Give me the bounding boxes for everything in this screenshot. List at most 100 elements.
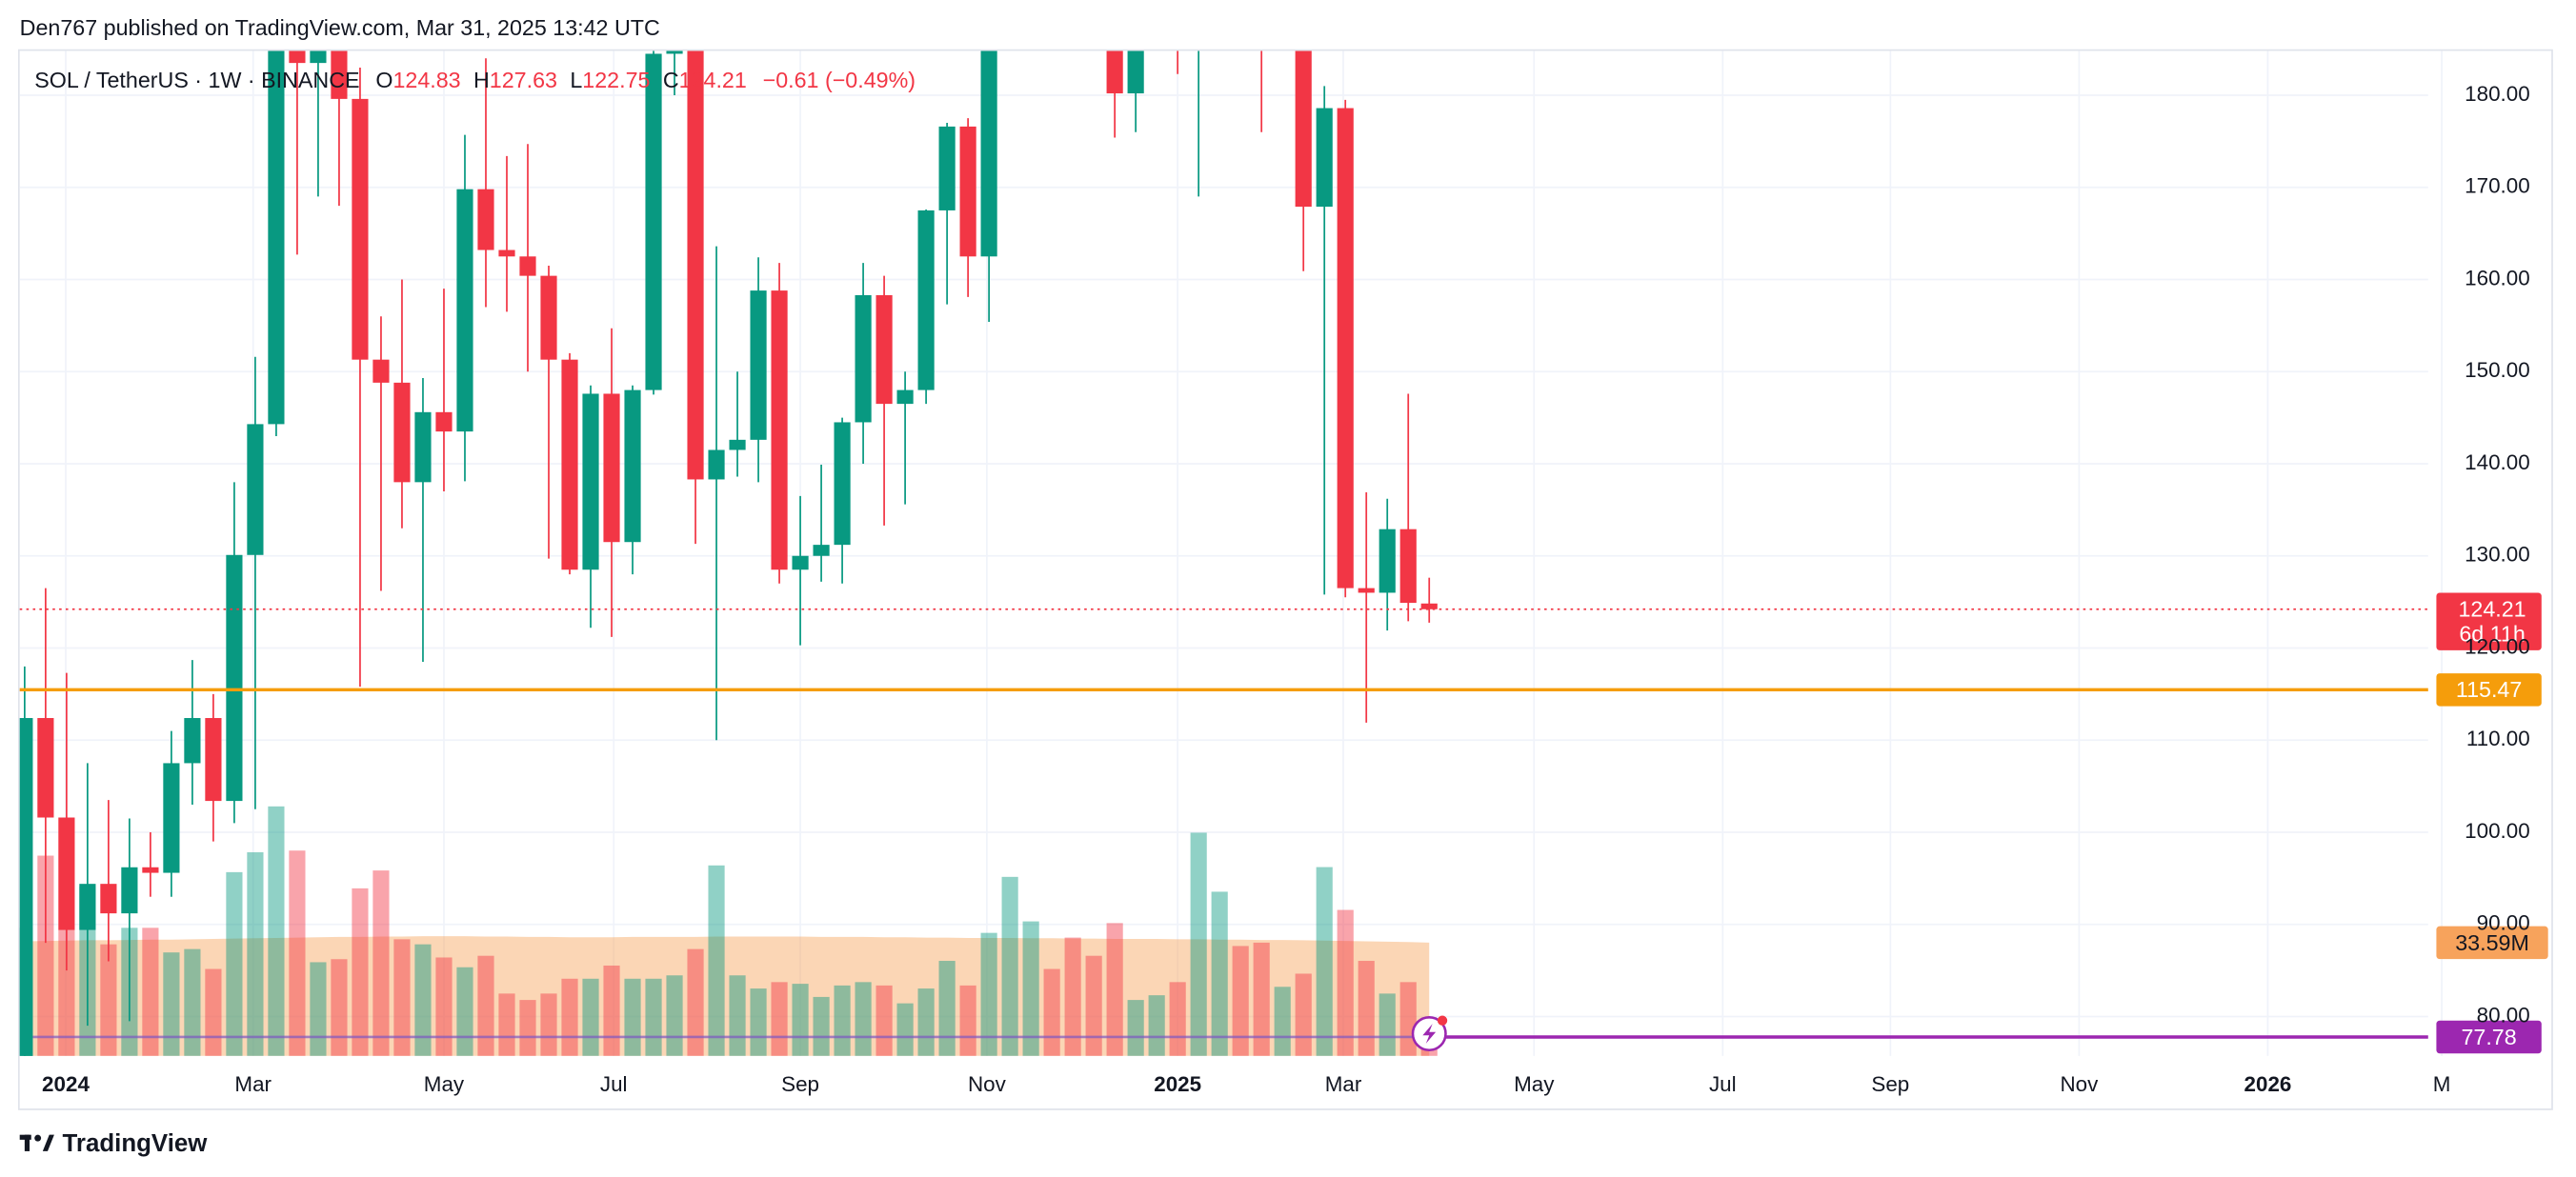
volume-bar <box>268 806 285 1056</box>
candle-body <box>498 249 515 257</box>
volume-bar <box>1232 946 1249 1056</box>
y-tick-label: 80.00 <box>2477 1003 2530 1027</box>
candle-body <box>938 126 956 210</box>
x-tick-label: Mar <box>1325 1072 1362 1096</box>
volume-bar <box>1295 973 1312 1056</box>
axes: 80.00 90.00 100.00 110.00 120.00 130.00 140.00… <box>42 82 2530 1096</box>
candle-body <box>1316 108 1333 208</box>
candle-body <box>1358 588 1375 593</box>
volume-bar <box>1358 961 1375 1056</box>
candle-body <box>352 98 369 360</box>
volume-pane <box>19 806 1438 1056</box>
volume-bar <box>1211 891 1228 1056</box>
volume-bar <box>372 870 390 1056</box>
volume-bar <box>1399 982 1417 1056</box>
publisher-header: Den767 published on TradingView.com, Mar… <box>20 15 660 40</box>
candle-body <box>19 718 33 1056</box>
volume-bar <box>750 988 767 1056</box>
price-label: 124.21 <box>2458 597 2526 622</box>
candle-body <box>980 50 997 257</box>
volume-bar <box>142 928 159 1056</box>
volume-bar <box>813 996 830 1056</box>
volume-bar <box>58 929 75 1056</box>
volume-bar <box>645 978 662 1056</box>
candle-body <box>771 290 788 570</box>
y-tick-label: 180.00 <box>2465 82 2530 106</box>
volume-bar <box>1022 921 1039 1056</box>
y-tick-label: 120.00 <box>2465 634 2530 658</box>
volume-bar <box>582 978 599 1056</box>
symbol-title: SOL / TetherUS · 1W · BINANCE <box>34 68 359 92</box>
candle-body <box>477 189 494 250</box>
volume-bar <box>687 948 704 1056</box>
candle-body <box>855 294 872 423</box>
candle-body <box>289 50 306 64</box>
x-tick-label: May <box>1514 1072 1555 1096</box>
volume-bar <box>980 932 997 1056</box>
legend-value: 122.75 <box>582 68 650 92</box>
countdown-label: 6d 11h <box>2459 622 2525 647</box>
candle-body <box>687 50 704 480</box>
y-tick-label: 100.00 <box>2465 819 2530 843</box>
volume-bar <box>1169 982 1186 1056</box>
legend-key: C <box>663 68 679 92</box>
volume-bar <box>1337 909 1354 1056</box>
candle-body <box>268 50 285 425</box>
volume-bar <box>834 985 851 1056</box>
candle-body <box>435 411 453 432</box>
volume-bar <box>771 982 788 1056</box>
logo-shape <box>24 1134 30 1151</box>
alert-dot <box>1437 1015 1448 1026</box>
volume-bar <box>289 850 306 1056</box>
candle-body <box>372 359 390 383</box>
legend-key: H <box>473 68 490 92</box>
candle-body <box>645 53 662 390</box>
volume-label: 33.59M <box>2455 930 2529 955</box>
x-tick-label: 2025 <box>1154 1072 1201 1096</box>
candle-body <box>1379 529 1396 593</box>
candle-body <box>1420 603 1438 609</box>
volume-bar <box>205 968 222 1056</box>
legend: SOL / TetherUS · 1W · BINANCE O124.83 H1… <box>34 68 916 92</box>
candle-body <box>205 718 222 802</box>
candle-body <box>1337 108 1354 588</box>
candle-body <box>456 189 473 432</box>
candle-body <box>247 424 264 555</box>
volume-bar <box>1253 942 1270 1056</box>
x-tick-label: 2026 <box>2244 1072 2292 1096</box>
volume-bar <box>184 948 201 1056</box>
y-tick-label: 110.00 <box>2466 727 2530 750</box>
candle-body <box>331 50 348 99</box>
candle-body <box>100 884 117 914</box>
candle-body <box>519 256 536 276</box>
y-tick-label: 130.00 <box>2465 543 2530 567</box>
volume-bar <box>163 952 180 1056</box>
volume-bar <box>1274 987 1291 1056</box>
legend-key: L <box>570 68 582 92</box>
candle-body <box>1127 50 1144 94</box>
x-tick-label: Nov <box>2060 1072 2099 1096</box>
volume-bar <box>247 851 264 1056</box>
volume-bar <box>226 871 243 1056</box>
volume-bar <box>917 988 935 1056</box>
x-tick-label: Jul <box>600 1072 628 1096</box>
volume-bar <box>540 993 557 1056</box>
volume-bar <box>1106 923 1123 1056</box>
candle-body <box>834 422 851 546</box>
candle-body <box>959 126 976 257</box>
candle-body <box>37 718 54 818</box>
level-label: 77.78 <box>2461 1025 2516 1049</box>
level-label-box <box>2436 1020 2542 1054</box>
volume-bar <box>708 865 725 1056</box>
volume-bar <box>393 939 411 1056</box>
volume-bar <box>729 975 746 1056</box>
volume-bar <box>414 944 432 1056</box>
y-tick-label: 150.00 <box>2465 358 2530 382</box>
footer-brand: TradingView <box>63 1130 209 1157</box>
volume-bar <box>666 975 683 1056</box>
legend-value: 124.21 <box>679 68 747 92</box>
volume-bar <box>331 959 348 1056</box>
x-tick-label: Nov <box>968 1072 1007 1096</box>
